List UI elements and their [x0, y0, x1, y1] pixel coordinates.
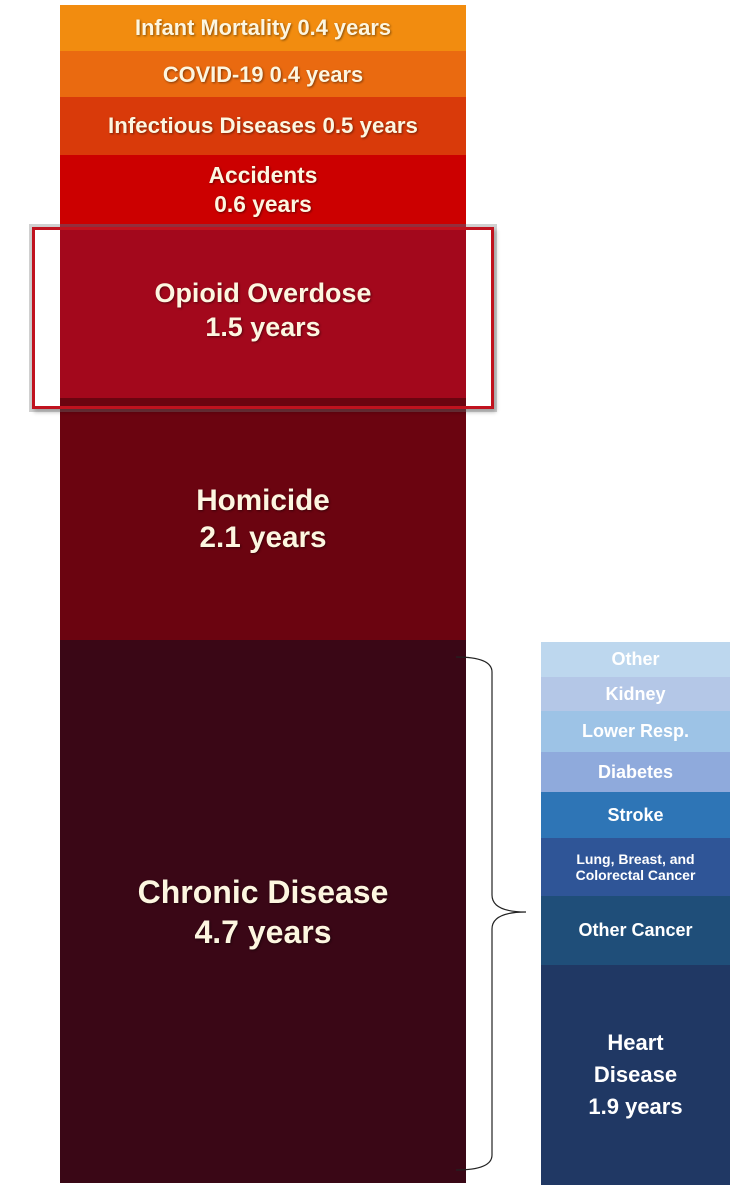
segment-label: Opioid Overdose 1.5 years: [155, 277, 372, 344]
segment-label: Infant Mortality 0.4 years: [135, 14, 391, 41]
segment-label: Infectious Diseases 0.5 years: [108, 112, 418, 140]
segment-label: Other: [611, 649, 659, 670]
segment-name: Lung, Breast, and Colorectal Cancer: [575, 851, 696, 884]
segment-name: Accidents: [208, 162, 318, 189]
segment-value: 0.6 years: [214, 190, 312, 217]
segment-value: 2.1 years: [199, 520, 327, 554]
segment-label: Homicide 2.1 years: [196, 482, 330, 556]
segment-name: Infant Mortality: [135, 15, 292, 41]
brace-path: [455, 656, 527, 1171]
segment-label: Lower Resp.: [582, 721, 689, 742]
segment-name: Stroke: [607, 804, 664, 825]
segment: COVID-19 0.4 years: [60, 51, 466, 98]
segment-value: 4.7 years: [194, 913, 332, 950]
segment-label: Other Cancer: [578, 920, 692, 941]
segment-value: 0.5 years: [322, 113, 418, 139]
segment: Heart Disease 1.9 years: [541, 965, 730, 1185]
segment-value: 1.9 years: [588, 1094, 683, 1120]
segment-name: Infectious Diseases: [108, 113, 317, 139]
segment-name: Chronic Disease: [137, 873, 389, 910]
segment: Opioid Overdose 1.5 years: [60, 224, 466, 398]
segment-name: Other: [611, 648, 660, 669]
segment: Other: [541, 642, 730, 677]
segment-label: Lung, Breast, and Colorectal Cancer: [561, 851, 711, 883]
segment: Accidents 0.6 years: [60, 155, 466, 225]
segment-value: 0.4 years: [269, 61, 364, 87]
highlight-box: [32, 227, 494, 409]
segment-name: Opioid Overdose: [154, 278, 372, 309]
segment-value: 1.5 years: [205, 312, 321, 343]
segment: Homicide 2.1 years: [60, 397, 466, 641]
segment: Infant Mortality 0.4 years: [60, 5, 466, 52]
segment-name: Diabetes: [597, 761, 674, 782]
segment-name: Homicide: [196, 483, 330, 517]
segment-value: 0.4 years: [297, 15, 391, 41]
segment: Other Cancer: [541, 896, 730, 966]
segment: Diabetes: [541, 751, 730, 793]
segment-label: Accidents 0.6 years: [209, 161, 318, 218]
segment: Chronic Disease 4.7 years: [60, 640, 466, 1184]
segment-name: Kidney: [605, 683, 666, 704]
segment-label: Stroke: [607, 805, 663, 826]
segment-name: Lower Resp.: [581, 721, 690, 742]
segment: Stroke: [541, 792, 730, 839]
segment: Lower Resp.: [541, 711, 730, 752]
segment-label: Heart Disease 1.9 years: [586, 1027, 686, 1123]
segment-name: COVID-19: [162, 61, 264, 87]
segment-label: COVID-19 0.4 years: [163, 61, 363, 88]
segment: Infectious Diseases 0.5 years: [60, 97, 466, 156]
segment-label: Chronic Disease 4.7 years: [138, 872, 389, 952]
segment: Lung, Breast, and Colorectal Cancer: [541, 838, 730, 897]
segment-name: Other Cancer: [578, 920, 693, 941]
segment-name: Heart Disease: [593, 1030, 678, 1088]
segment-label: Kidney: [605, 684, 665, 705]
segment: Kidney: [541, 676, 730, 712]
segment-label: Diabetes: [598, 762, 673, 783]
